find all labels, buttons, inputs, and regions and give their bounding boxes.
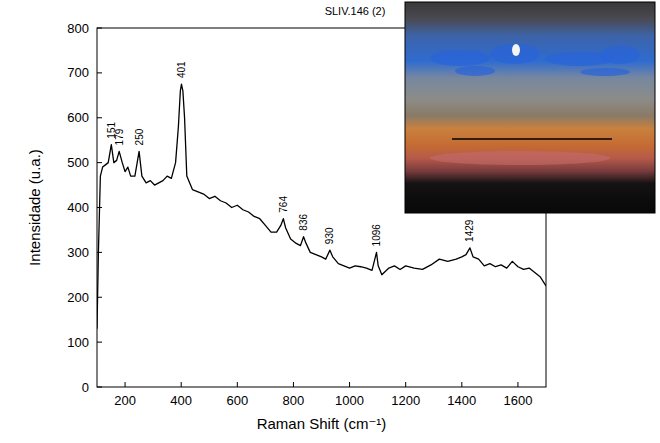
x-tick — [125, 382, 126, 387]
y-tick-label: 100 — [67, 335, 89, 350]
x-tick-label: 1000 — [335, 393, 364, 408]
x-tick-label: 600 — [226, 393, 248, 408]
x-axis-title: Raman Shift (cm⁻¹) — [257, 415, 387, 432]
y-tick-label: 400 — [67, 200, 89, 215]
inset-photo — [405, 2, 655, 213]
x-tick-label: 800 — [283, 393, 305, 408]
y-tick — [97, 72, 102, 73]
y-axis-title: Intensidade (u.a.) — [26, 149, 43, 266]
chart-title: SLIV.146 (2) — [325, 5, 386, 17]
y-tick-label: 0 — [82, 380, 89, 395]
peak-label: 250 — [134, 128, 145, 145]
y-tick — [97, 117, 102, 118]
x-tick — [181, 382, 182, 387]
peak-label: 930 — [324, 227, 335, 244]
y-tick — [97, 387, 102, 388]
inset-background — [405, 2, 655, 213]
inset-patch — [430, 50, 490, 66]
inset-patch — [490, 44, 540, 64]
chart: 0 100 200 300 400 500 600 700 800 200 400 600 800 100… — [0, 0, 660, 443]
x-tick — [349, 382, 350, 387]
y-tick-label: 200 — [67, 290, 89, 305]
y-tick-label: 700 — [67, 65, 89, 80]
peak-label: 401 — [176, 61, 187, 78]
x-tick — [293, 382, 294, 387]
x-tick-label: 1400 — [447, 393, 476, 408]
x-tick-label: 200 — [114, 393, 136, 408]
y-tick-label: 600 — [67, 110, 89, 125]
y-tick-label: 300 — [67, 245, 89, 260]
inset-line — [452, 138, 612, 140]
x-tick-label: 1200 — [391, 393, 420, 408]
x-tick — [461, 382, 462, 387]
peak-label: 179 — [114, 128, 125, 145]
y-tick-label: 500 — [67, 155, 89, 170]
y-tick — [97, 342, 102, 343]
x-tick — [405, 382, 406, 387]
inset-patch — [430, 151, 610, 165]
y-tick — [97, 162, 102, 163]
inset-patch — [600, 46, 640, 64]
peak-label: 764 — [278, 196, 289, 213]
peak-label: 836 — [298, 214, 309, 231]
peak-label: 1096 — [371, 224, 382, 247]
inset-spot — [512, 44, 520, 56]
y-tick-label: 800 — [67, 21, 89, 36]
y-tick — [97, 28, 102, 29]
x-tick-label: 400 — [170, 393, 192, 408]
inset-patch — [580, 68, 630, 76]
x-tick-label: 1600 — [503, 393, 532, 408]
x-tick — [517, 382, 518, 387]
inset-patch — [455, 66, 495, 76]
peak-label: 1429 — [464, 219, 475, 242]
x-tick — [237, 382, 238, 387]
